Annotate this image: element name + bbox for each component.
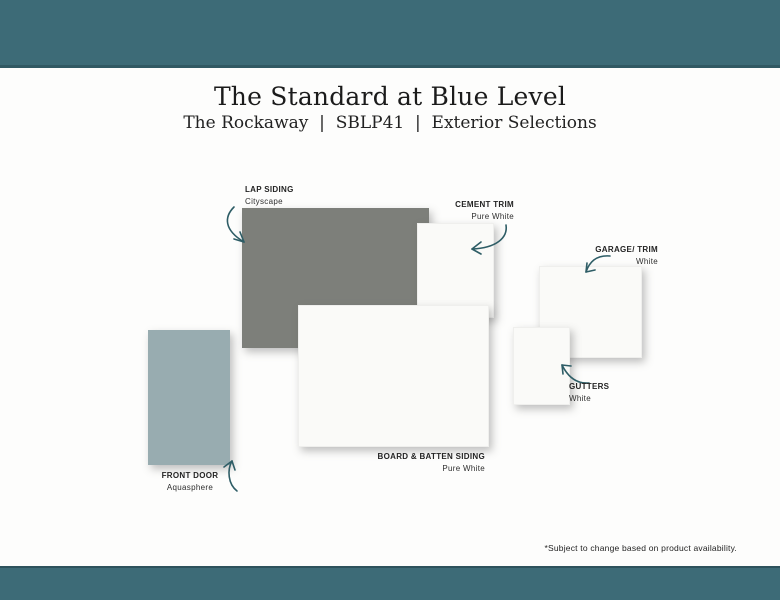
arrow-to-garage-trim-icon xyxy=(585,255,611,273)
swatch-name: FRONT DOOR xyxy=(161,471,219,480)
swatch-name: GUTTERS xyxy=(569,382,610,391)
swatch-name: CEMENT TRIM xyxy=(455,200,514,209)
label-gutters: GUTTERS White xyxy=(569,381,609,405)
swatch-color-name: White xyxy=(636,257,658,266)
swatch-color-name: Cityscape xyxy=(245,197,283,206)
swatch-cement-trim xyxy=(417,223,494,318)
label-lap-siding: LAP SIDING Cityscape xyxy=(245,184,294,208)
page-subtitle: The Rockaway | SBLP41 | Exterior Selecti… xyxy=(183,113,597,133)
bottom-banner xyxy=(0,566,780,600)
swatch-front-door xyxy=(148,330,230,465)
swatch-gutters xyxy=(513,327,570,405)
swatch-color-name: Pure White xyxy=(442,464,485,473)
swatch-color-name: Pure White xyxy=(471,212,514,221)
arrow-to-front-door-icon xyxy=(223,460,238,492)
swatch-name: GARAGE/ TRIM xyxy=(595,245,658,254)
swatch-name: LAP SIDING xyxy=(245,185,294,194)
page-title: The Standard at Blue Level xyxy=(213,82,567,111)
label-front-door: FRONT DOOR Aquasphere xyxy=(149,470,231,494)
swatch-color-name: White xyxy=(569,394,591,403)
arrow-to-lap-siding-icon xyxy=(226,206,245,243)
arrow-to-gutters-icon xyxy=(561,364,590,384)
label-board-batten-siding: BOARD & BATTEN SIDING Pure White xyxy=(378,451,485,475)
swatch-name: BOARD & BATTEN SIDING xyxy=(377,452,485,461)
swatch-board-batten-siding xyxy=(298,305,489,447)
label-garage-trim: GARAGE/ TRIM White xyxy=(595,244,658,268)
top-banner xyxy=(0,0,780,68)
arrow-to-cement-trim-icon xyxy=(471,224,507,255)
swatch-color-name: Aquasphere xyxy=(166,483,214,492)
label-cement-trim: CEMENT TRIM Pure White xyxy=(455,199,514,223)
disclaimer-note: *Subject to change based on product avai… xyxy=(544,543,737,553)
